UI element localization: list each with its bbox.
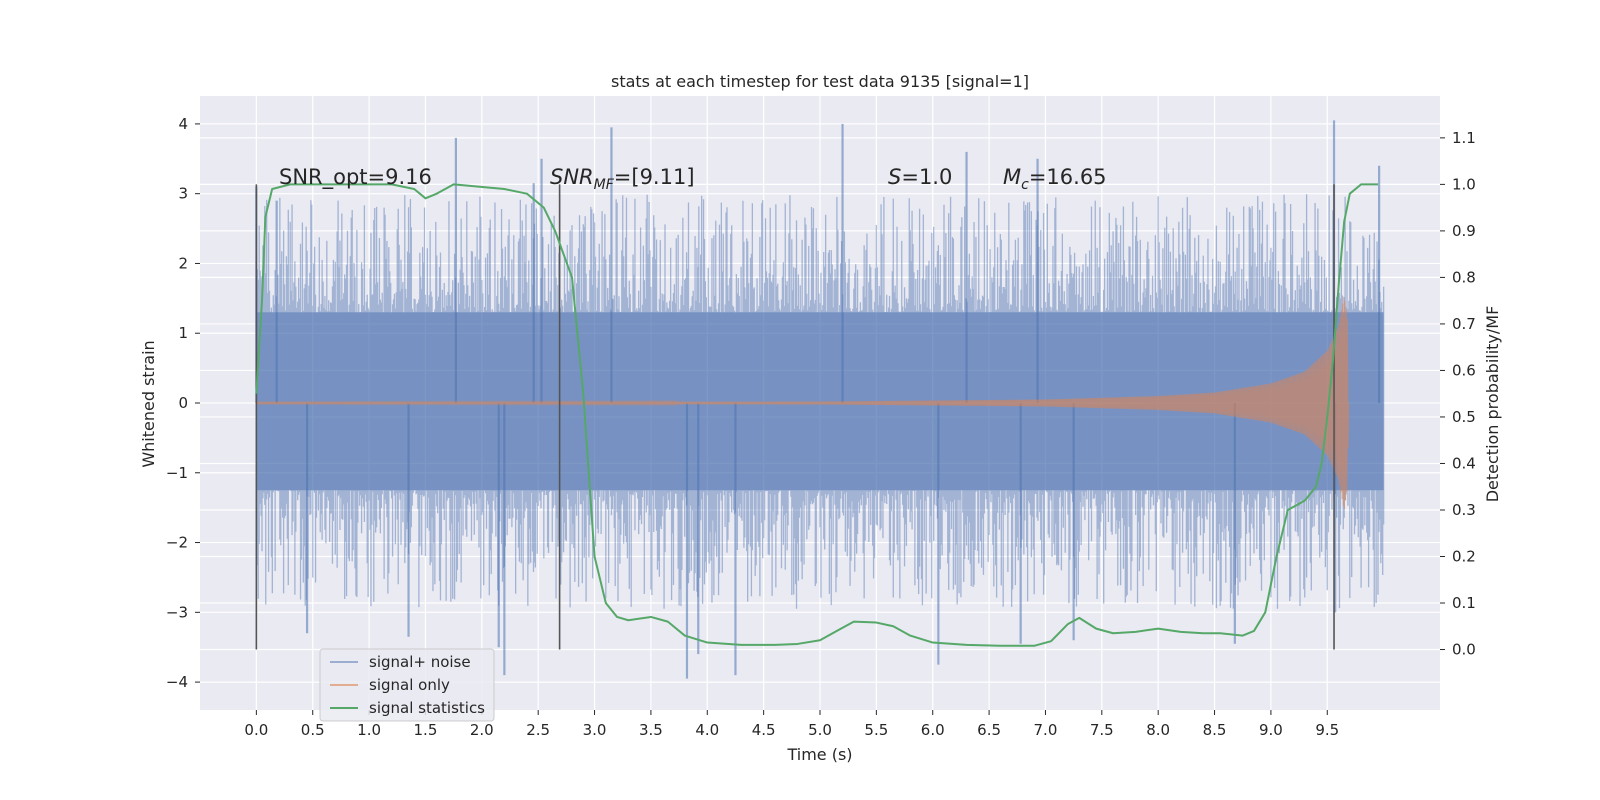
y-right-tick-label: 0.8 (1452, 268, 1476, 286)
annotation-snr-mf-sub: MF (594, 177, 615, 193)
y-right-tick-label: 0.9 (1452, 222, 1476, 240)
y-tick-label: 1 (178, 324, 188, 342)
y-right-tick-label: 0.0 (1452, 641, 1476, 659)
annotation-snr-mf-value: =[9.11] (614, 165, 695, 189)
x-tick-label: 0.0 (244, 721, 268, 739)
signal-statistics-line (255, 183, 1378, 647)
annotation-mc-symbol: M (1003, 165, 1021, 189)
x-tick-label: 2.0 (470, 721, 494, 739)
x-tick-label: 3.0 (583, 721, 607, 739)
x-axis-label: Time (s) (786, 745, 852, 764)
x-tick-label: 1.5 (414, 721, 438, 739)
x-tick-label: 7.5 (1090, 721, 1114, 739)
legend: signal+ noise signal only signal statist… (319, 648, 495, 722)
annotation-snr-opt: SNR_opt=9.16 (279, 165, 432, 190)
x-tick-label: 9.5 (1315, 721, 1339, 739)
y-right-tick-label: 0.2 (1452, 548, 1476, 566)
annotation-mc-sub: c (1021, 177, 1029, 193)
annotation-mc: Mc=16.65 (1003, 165, 1107, 193)
y-right-tick-label: 0.7 (1452, 315, 1476, 333)
x-tick-label: 9.0 (1259, 721, 1283, 739)
x-tick-label: 3.5 (639, 721, 663, 739)
annotation-s: S=1.0 (888, 165, 952, 189)
annotation-s-value: =1.0 (901, 165, 952, 189)
y-right-tick-label: 0.4 (1452, 454, 1476, 472)
y-right-tick-label: 0.6 (1452, 361, 1476, 379)
y-axis-label-left: Whitened strain (139, 340, 158, 467)
signal-only-trace (255, 296, 1350, 510)
x-tick-label: 4.0 (695, 721, 719, 739)
chart-title: stats at each timestep for test data 913… (611, 72, 1029, 91)
axis-ticks: 0.0 0.5 1.0 1.5 2.0 2.5 3.0 3.5 4.0 4.5 5.0 5.5 6.0 6… (166, 115, 1476, 739)
legend-label-signal-only: signal only (369, 676, 450, 694)
legend-box (319, 648, 495, 722)
legend-label-signal-plus-noise: signal+ noise (369, 653, 471, 671)
y-tick-label: 4 (178, 115, 188, 133)
x-tick-label: 0.5 (301, 721, 325, 739)
annotation-mc-value: =16.65 (1029, 165, 1107, 189)
x-tick-label: 1.0 (357, 721, 381, 739)
y-tick-label: 2 (178, 254, 188, 272)
annotation-s-symbol: S (888, 165, 901, 189)
x-tick-label: 6.0 (921, 721, 945, 739)
x-tick-label: 7.0 (1034, 721, 1058, 739)
marker-lines (255, 184, 1335, 650)
y-tick-label: −2 (166, 534, 188, 552)
y-axis-label-right: Detection probability/MF (1483, 306, 1502, 503)
x-tick-label: 5.5 (864, 721, 888, 739)
x-tick-label: 2.5 (526, 721, 550, 739)
x-tick-label: 8.0 (1146, 721, 1170, 739)
y-tick-label: 0 (178, 394, 188, 412)
annotation-snr-mf: SNRMF=[9.11] (550, 165, 695, 193)
y-right-tick-label: 0.1 (1452, 594, 1476, 612)
annotation-snr-mf-base: SNR (550, 165, 594, 189)
y-right-tick-label: 0.3 (1452, 501, 1476, 519)
legend-label-signal-statistics: signal statistics (369, 699, 485, 717)
y-tick-label: −4 (166, 673, 188, 691)
y-tick-label: 3 (178, 185, 188, 203)
series-signal-only (255, 296, 1350, 510)
y-right-tick-label: 0.5 (1452, 408, 1476, 426)
y-tick-label: −1 (166, 464, 188, 482)
x-tick-label: 4.5 (752, 721, 776, 739)
y-right-tick-label: 1.1 (1452, 129, 1476, 147)
x-tick-label: 6.5 (977, 721, 1001, 739)
y-tick-label: −3 (166, 603, 188, 621)
y-right-tick-label: 1.0 (1452, 175, 1476, 193)
x-tick-label: 5.0 (808, 721, 832, 739)
series-signal-statistics (255, 183, 1378, 647)
x-tick-label: 8.5 (1203, 721, 1227, 739)
